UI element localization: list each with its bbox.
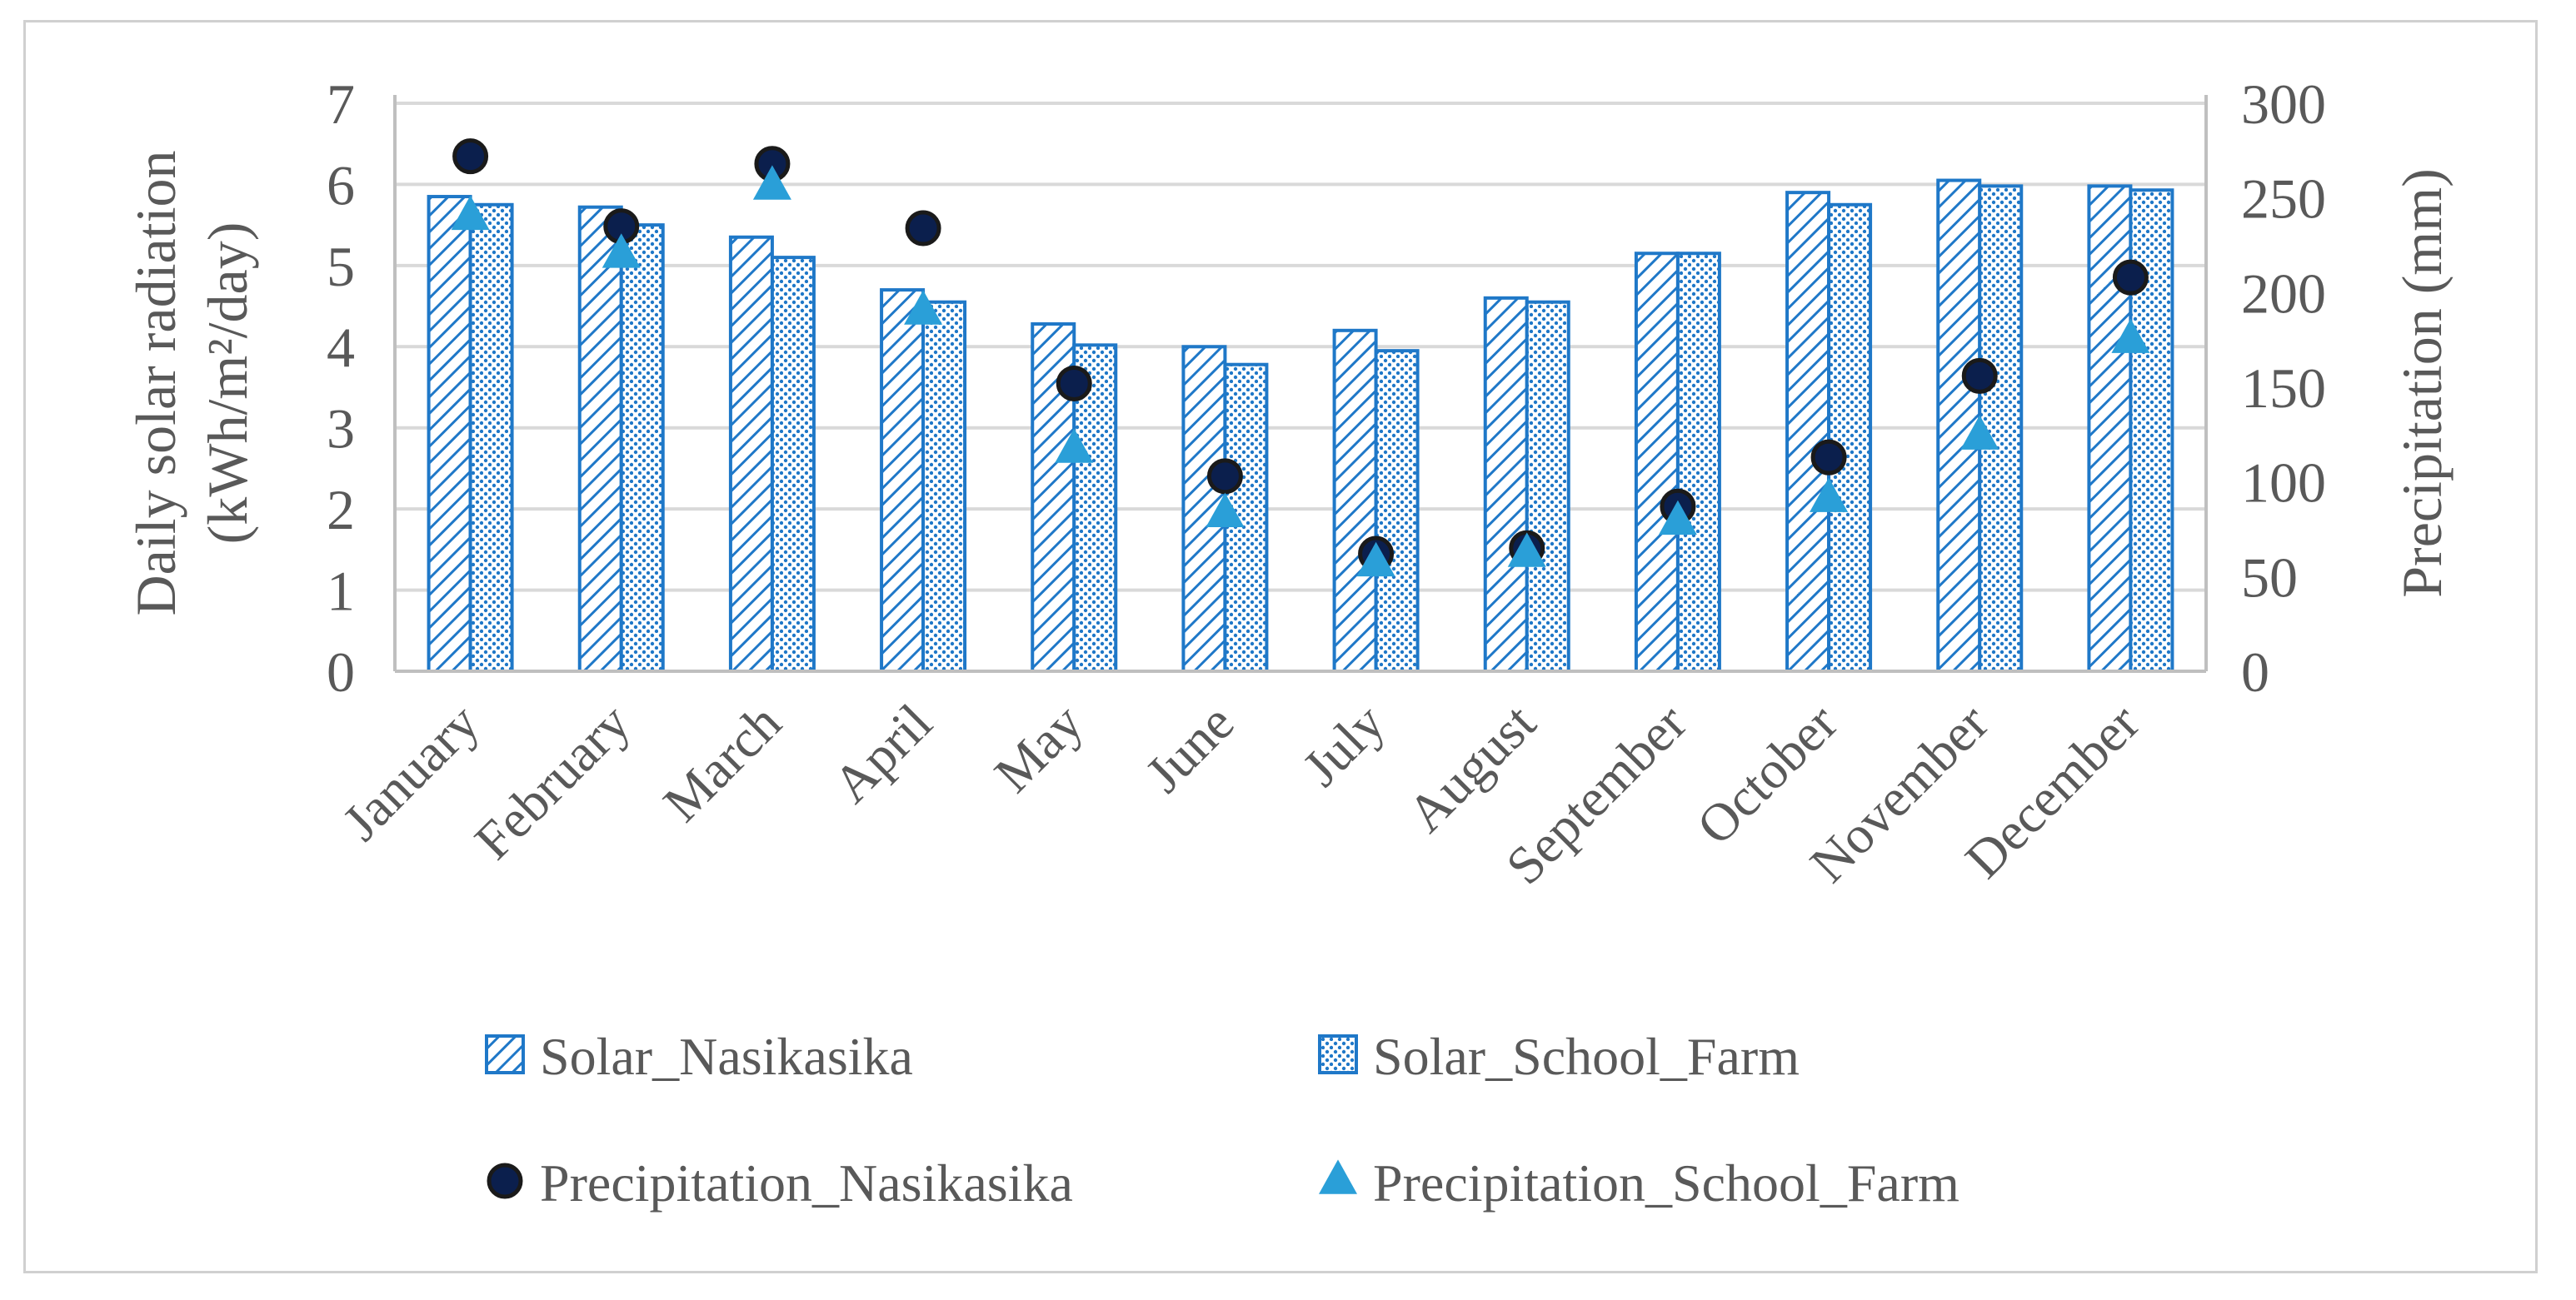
bar-solar-school-farm-october [1827, 202, 1873, 674]
point-precipitation-school-farm-february [602, 233, 641, 268]
point-precipitation-nasikasika-june [1206, 458, 1243, 495]
point-precipitation-nasikasika-december [2112, 259, 2149, 296]
bar-solar-nasikasika-september [1634, 252, 1680, 673]
bar-solar-school-farm-august [1525, 300, 1570, 673]
point-precipitation-school-farm-may [1055, 428, 1094, 463]
bar-solar-nasikasika-march [728, 235, 774, 673]
point-precipitation-school-farm-june [1206, 492, 1245, 528]
bars [427, 178, 2174, 674]
point-precipitation-school-farm-april [904, 290, 943, 325]
point-precipitation-school-farm-november [1960, 415, 1999, 450]
bar-solar-nasikasika-november [1936, 178, 1982, 674]
y-tick-right-label: 0 [2241, 640, 2269, 704]
legend-precipitation-nasikasika-swatch [487, 1163, 523, 1199]
y-tick-left-label: 0 [327, 640, 355, 704]
point-precipitation-nasikasika-may [1056, 365, 1092, 401]
point-precipitation-school-farm-january [451, 195, 490, 231]
x-tick-label-april: April [821, 693, 943, 814]
legend-solar-nasikasika-swatch [485, 1034, 525, 1074]
y-tick-left-label: 3 [327, 397, 355, 461]
x-tick-label-july: July [1291, 693, 1396, 798]
bar-solar-nasikasika-january [427, 195, 472, 674]
y-tick-right-label: 50 [2241, 545, 2298, 609]
y-tick-left-label: 7 [327, 72, 355, 136]
point-precipitation-nasikasika-april [905, 210, 941, 247]
legend-solar-school-farm-label: Solar_School_Farm [1373, 1027, 1800, 1086]
bar-solar-nasikasika-july [1332, 328, 1378, 673]
legend: Solar_Nasikasika Solar_School_Farm Precipi… [485, 1027, 1959, 1213]
bar-solar-school-farm-february [619, 223, 665, 673]
bar-solar-nasikasika-april [880, 288, 926, 673]
legend-precipitation-nasikasika-label: Precipitation_Nasikasika [540, 1153, 1073, 1213]
legend-solar-school-farm-swatch [1318, 1034, 1358, 1074]
y-tick-right-label: 200 [2241, 261, 2326, 325]
point-precipitation-school-farm-september [1658, 500, 1697, 535]
point-precipitation-nasikasika-january [452, 138, 489, 175]
legend-precipitation-school-farm-label: Precipitation_School_Farm [1373, 1153, 1959, 1213]
y-tick-left-label: 2 [327, 478, 355, 541]
bar-solar-school-farm-april [921, 300, 967, 673]
x-tick-label-february: February [463, 693, 642, 871]
y-axis-left-label-line-1: Daily solar radiation [124, 151, 187, 616]
point-precipitation-school-farm-august [1507, 532, 1546, 567]
legend-precipitation-school-farm-swatch [1319, 1159, 1357, 1194]
points [451, 138, 2150, 577]
x-tick-label-may: May [983, 693, 1094, 804]
bar-solar-nasikasika-december [2087, 184, 2133, 673]
y-tick-right-label: 150 [2241, 356, 2326, 420]
y-axis-left-label-line-2: (kWh/m²/day) [196, 222, 259, 545]
x-tick-label-august: August [1396, 693, 1547, 844]
bar-solar-nasikasika-february [577, 205, 623, 674]
point-precipitation-nasikasika-november [1961, 357, 1998, 394]
y-tick-left-label: 4 [327, 316, 355, 379]
bar-solar-school-farm-march [770, 256, 816, 673]
x-tick-label-june: June [1134, 693, 1245, 804]
point-precipitation-school-farm-december [2111, 318, 2150, 353]
y-axis-right-label: Precipitation (mm) [2390, 168, 2454, 598]
point-precipitation-school-farm-october [1810, 477, 1849, 512]
y-tick-right-label: 100 [2241, 451, 2326, 515]
point-precipitation-nasikasika-october [1810, 439, 1847, 476]
x-tick-label-march: March [652, 693, 792, 833]
y-tick-left-label: 6 [327, 153, 355, 217]
bar-solar-school-farm-july [1374, 349, 1420, 673]
bar-solar-nasikasika-august [1483, 296, 1529, 673]
point-precipitation-school-farm-july [1356, 541, 1395, 577]
bar-solar-school-farm-january [468, 202, 514, 674]
bar-solar-school-farm-september [1675, 252, 1721, 673]
gridlines [395, 102, 2206, 592]
y-tick-right-label: 250 [2241, 167, 2326, 231]
y-tick-left-label: 1 [327, 560, 355, 623]
legend-solar-nasikasika-label: Solar_Nasikasika [540, 1027, 913, 1086]
y-tick-left-label: 5 [327, 235, 355, 298]
y-tick-right-label: 300 [2241, 72, 2326, 136]
point-precipitation-school-farm-march [752, 165, 791, 200]
bar-solar-nasikasika-october [1785, 191, 1831, 673]
